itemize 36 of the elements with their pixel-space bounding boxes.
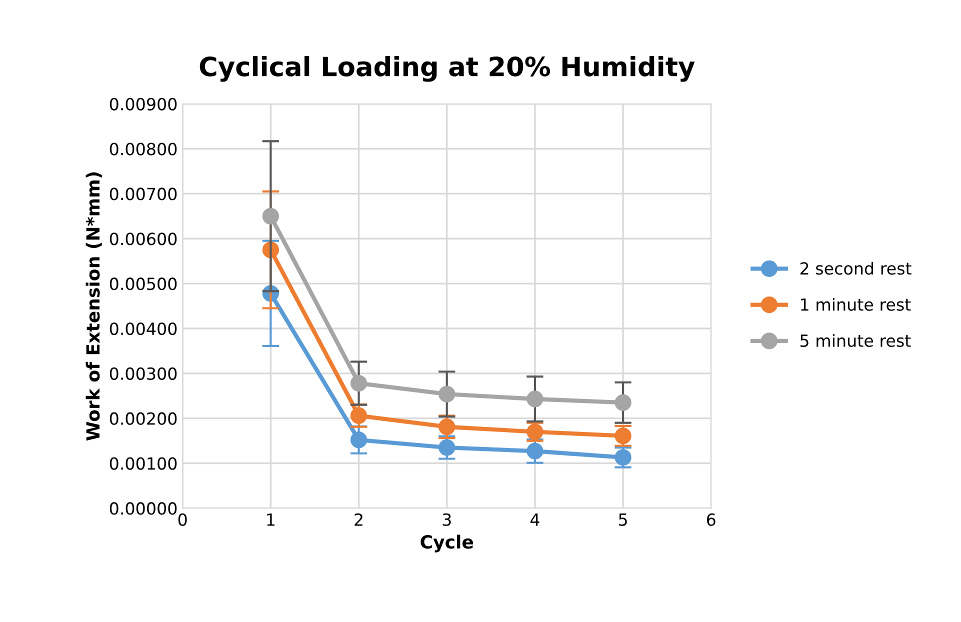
point — [350, 432, 368, 448]
y-tick-label: 0.00300 — [110, 367, 177, 380]
y-tick-label: 0.00700 — [110, 188, 177, 200]
x-tick-label: 4 — [530, 514, 540, 526]
y-axis-title: Work of Extension (N*mm) — [86, 172, 102, 441]
y-tick-label: 0.00600 — [110, 232, 177, 246]
point — [350, 374, 368, 392]
y-tick-label: 0.00200 — [110, 412, 177, 425]
point — [614, 428, 632, 444]
x-tick-label: 5 — [619, 514, 627, 526]
point — [526, 423, 544, 440]
x-axis-title: Cycle — [420, 534, 474, 552]
point — [438, 418, 456, 436]
x-tick-label: 0 — [178, 513, 187, 526]
legend-label: 5 minute rest — [800, 334, 911, 347]
y-tick-label: 0.00900 — [110, 98, 177, 110]
point — [614, 394, 632, 411]
x-tick-label: 6 — [707, 513, 716, 526]
y-tick-label: 0.00500 — [110, 278, 177, 290]
point — [614, 449, 632, 466]
legend-label: 2 second rest — [800, 262, 912, 275]
legend-label: 1 minute rest — [801, 298, 911, 311]
point — [262, 208, 280, 225]
point — [438, 386, 456, 402]
y-tick-label: 0.00800 — [110, 142, 177, 156]
y-tick-label: 0.00100 — [110, 457, 177, 470]
x-tick-label: 3 — [442, 513, 451, 526]
y-tick-label: 0.00400 — [110, 322, 177, 336]
point — [438, 439, 456, 456]
x-tick-label: 2 — [354, 513, 362, 526]
point — [526, 390, 544, 408]
x-tick-label: 1 — [267, 514, 274, 526]
chart-title: Cyclical Loading at 20% Humidity — [200, 56, 695, 82]
point — [350, 407, 368, 424]
point — [526, 442, 544, 460]
y-tick-label: 0.00000 — [110, 502, 177, 515]
